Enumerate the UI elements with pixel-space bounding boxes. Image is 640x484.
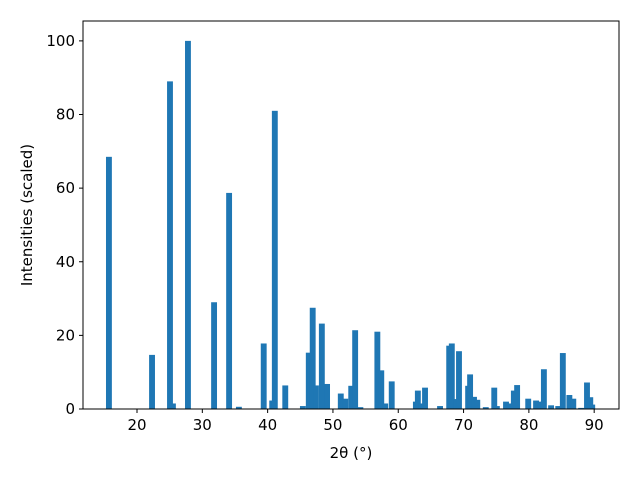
bar	[537, 401, 543, 409]
x-axis-label: 2θ (°)	[330, 444, 373, 462]
bar	[503, 401, 509, 409]
bar	[422, 387, 428, 409]
bar	[352, 330, 359, 409]
bar	[525, 398, 532, 409]
bar	[382, 403, 389, 409]
x-tick-label: 90	[585, 416, 604, 434]
bar	[342, 398, 349, 409]
bar	[559, 353, 566, 409]
bar	[313, 385, 319, 409]
bar	[510, 390, 517, 409]
bar	[282, 385, 289, 409]
bar	[169, 403, 176, 409]
bar	[587, 397, 594, 409]
bar	[570, 398, 577, 409]
bar	[305, 352, 312, 409]
x-tick-label: 40	[258, 416, 277, 434]
bar	[260, 343, 267, 409]
bar	[548, 405, 555, 409]
x-tick-label: 60	[389, 416, 408, 434]
bar	[388, 381, 395, 409]
bar	[589, 404, 596, 409]
bar	[348, 385, 355, 409]
y-tick-label: 100	[46, 32, 75, 50]
bar	[540, 369, 547, 409]
y-axis-label: Intensities (scaled)	[18, 144, 36, 286]
y-tick-label: 40	[56, 253, 75, 271]
bar	[456, 351, 462, 409]
bar	[437, 406, 443, 409]
y-tick-label: 80	[56, 106, 75, 124]
bar	[324, 383, 331, 409]
bar	[374, 331, 381, 409]
bar	[482, 407, 489, 409]
bar	[578, 407, 585, 409]
bar	[418, 403, 425, 409]
y-tick-label: 60	[56, 179, 75, 197]
x-tick-label: 30	[193, 416, 212, 434]
bar	[471, 396, 477, 409]
bar	[211, 302, 218, 409]
bar	[105, 156, 112, 409]
bar	[378, 370, 385, 409]
x-tick-label: 80	[519, 416, 538, 434]
bar	[491, 387, 498, 409]
bar	[309, 307, 316, 409]
bar	[299, 406, 306, 409]
bar	[318, 323, 325, 409]
x-tick-label: 70	[454, 416, 473, 434]
bar	[357, 407, 364, 409]
plot-frame	[82, 20, 620, 410]
bar	[493, 406, 500, 409]
bar	[337, 393, 344, 409]
bar	[506, 403, 513, 409]
x-tick-label: 50	[323, 416, 342, 434]
x-tick-label: 20	[127, 416, 146, 434]
bar	[149, 354, 155, 409]
bar	[467, 374, 474, 409]
bar	[271, 110, 278, 410]
bar	[185, 40, 191, 409]
bar	[414, 390, 421, 409]
bar	[167, 81, 173, 409]
bar	[555, 406, 562, 409]
bar	[226, 192, 233, 409]
y-tick-label: 0	[65, 400, 75, 418]
bar	[584, 382, 590, 409]
bar	[533, 400, 539, 409]
bar	[474, 399, 481, 409]
bar	[448, 343, 455, 409]
bar	[566, 395, 573, 409]
bar	[514, 385, 521, 409]
y-tick-label: 20	[56, 326, 75, 344]
bar	[235, 406, 242, 409]
